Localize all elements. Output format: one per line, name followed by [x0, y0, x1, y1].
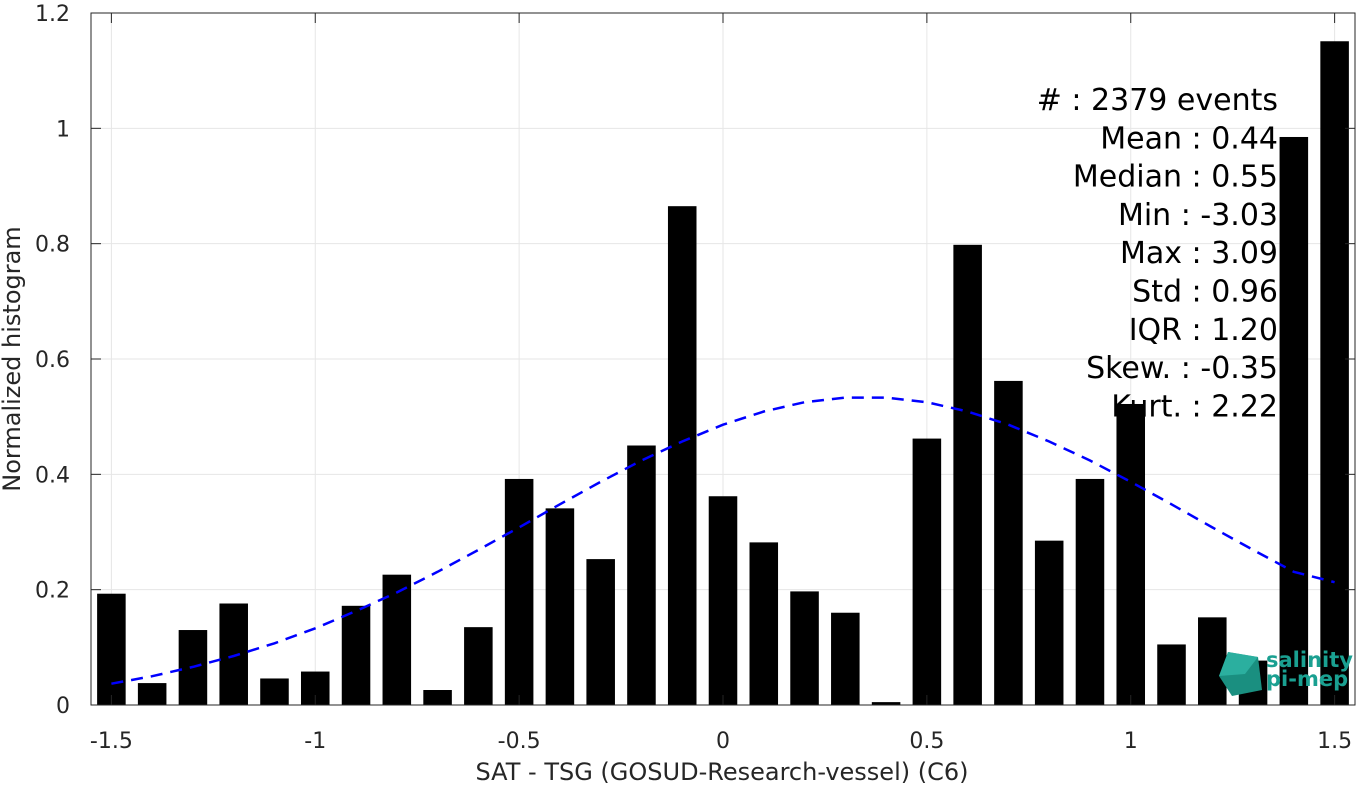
y-tick-label: 1: [56, 117, 70, 142]
stat-annotation: IQR : 1.20: [1129, 313, 1278, 348]
bar: [749, 542, 779, 705]
bar: [137, 683, 167, 705]
bar: [790, 591, 819, 705]
bar: [871, 702, 901, 705]
stat-annotation: Kurt. : 2.22: [1111, 389, 1278, 424]
x-tick-label: 1.5: [1317, 729, 1352, 754]
bar: [1320, 41, 1349, 706]
x-tick-label: 1: [1124, 729, 1138, 754]
logo-line1: salinity: [1266, 648, 1353, 672]
bar: [382, 574, 412, 705]
stat-annotation: Max : 3.09: [1120, 236, 1278, 271]
bar: [831, 612, 860, 705]
y-tick-label: 1.2: [35, 2, 70, 27]
x-tick-label: -1.5: [90, 729, 133, 754]
bar: [586, 559, 615, 705]
bar: [1034, 540, 1064, 705]
bar: [953, 244, 982, 705]
x-tick-label: -1: [304, 729, 326, 754]
y-tick-label: 0.4: [35, 463, 70, 488]
bars: [97, 41, 1349, 706]
bar: [994, 380, 1023, 705]
stat-annotation: Median : 0.55: [1073, 160, 1278, 195]
bar: [912, 438, 942, 705]
bar: [1116, 403, 1146, 705]
x-tick-label: 0: [716, 729, 730, 754]
stat-annotation: Min : -3.03: [1118, 198, 1278, 233]
bar: [708, 496, 738, 705]
logo-cube-top: [1219, 652, 1258, 676]
bar: [219, 603, 248, 705]
y-tick-label: 0.6: [35, 348, 70, 373]
bar: [1157, 644, 1186, 705]
x-tick-label: -0.5: [498, 729, 541, 754]
bar: [667, 206, 697, 705]
stat-annotation: # : 2379 events: [1037, 83, 1278, 118]
bar: [464, 627, 493, 705]
fit-curve: [111, 396, 1335, 685]
x-tick-label: 0.5: [909, 729, 944, 754]
y-axis-label: Normalized histogram: [0, 226, 26, 491]
bar: [627, 445, 656, 705]
x-tick-labels: -1.5 -1 -0.5 0 0.5 1 1.5: [90, 729, 1352, 754]
bar: [545, 508, 575, 705]
bar: [341, 605, 371, 705]
axes: [90, 12, 1356, 706]
bar: [423, 690, 452, 705]
bar: [260, 678, 289, 705]
y-tick-label: 0.8: [35, 233, 70, 258]
bar: [97, 593, 126, 705]
stat-annotation: Skew. : -0.35: [1086, 351, 1278, 386]
stat-annotation: Mean : 0.44: [1100, 121, 1278, 156]
y-tick-label: 0.2: [35, 579, 70, 604]
salinity-pimep-logo: salinity pi-mep: [1219, 648, 1353, 696]
y-tick-labels: 0 0.2 0.4 0.6 0.8 1 1.2: [35, 2, 70, 719]
logo-line2: pi-mep: [1266, 667, 1348, 691]
y-tick-label: 0: [56, 694, 70, 719]
bar: [1075, 478, 1105, 705]
bar: [1198, 617, 1227, 705]
stat-annotation: Std : 0.96: [1132, 275, 1278, 310]
bar: [1279, 136, 1309, 705]
x-axis-label: SAT - TSG (GOSUD-Research-vessel) (C6): [476, 758, 969, 785]
bar: [504, 478, 534, 705]
